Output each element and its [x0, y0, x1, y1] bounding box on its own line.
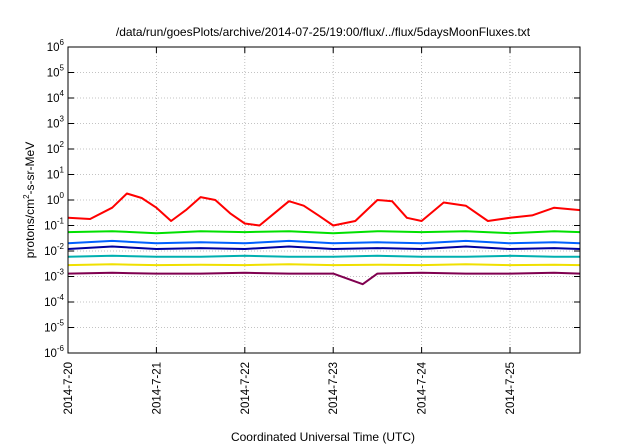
series-line-1 — [67, 192, 581, 227]
series-line-3 — [67, 239, 581, 245]
x-tick-label: 2014-7-23 — [328, 362, 340, 414]
y-tick-label: 101 — [47, 166, 65, 182]
y-tick-label: 10-6 — [44, 344, 64, 360]
y-tick-group: 10-6 10-5 10-4 10-3 10-2 10-1 100 101 102 103 104 1… — [44, 38, 580, 360]
grid-lines — [68, 47, 580, 353]
y-tick-label: 10-5 — [44, 319, 64, 335]
series-line-6 — [67, 263, 581, 267]
y-tick-label: 10-1 — [44, 217, 64, 233]
chart-title: /data/run/goesPlots/archive/2014-07-25/1… — [116, 25, 531, 39]
x-tick-group: 2014-7-20 2014-7-21 2014-7-22 2014-7-23 2014… — [63, 47, 517, 414]
y-tick-label: 105 — [47, 64, 65, 80]
y-tick-label: 103 — [47, 115, 65, 131]
x-tick-label: 2014-7-24 — [417, 361, 429, 414]
x-tick-label: 2014-7-25 — [505, 362, 517, 414]
y-tick-label: 106 — [47, 38, 65, 54]
x-tick-label: 2014-7-20 — [63, 362, 75, 414]
series-line-5 — [67, 254, 580, 258]
y-tick-label: 10-2 — [44, 242, 64, 258]
series-line-4 — [67, 245, 581, 250]
y-tick-label: 102 — [47, 140, 65, 156]
y-tick-label: 104 — [47, 89, 65, 105]
y-axis-label: protons/cm2-s-sr-MeV — [22, 142, 37, 258]
x-tick-label: 2014-7-22 — [240, 362, 252, 414]
series-group — [67, 192, 581, 286]
y-tick-label: 10-4 — [44, 293, 64, 309]
series-line-7 — [67, 271, 581, 286]
y-tick-label: 100 — [47, 191, 65, 207]
y-tick-label: 10-3 — [44, 268, 64, 284]
x-tick-label: 2014-7-21 — [151, 362, 163, 414]
x-axis-label: Coordinated Universal Time (UTC) — [231, 430, 415, 444]
series-line-2 — [67, 230, 581, 235]
